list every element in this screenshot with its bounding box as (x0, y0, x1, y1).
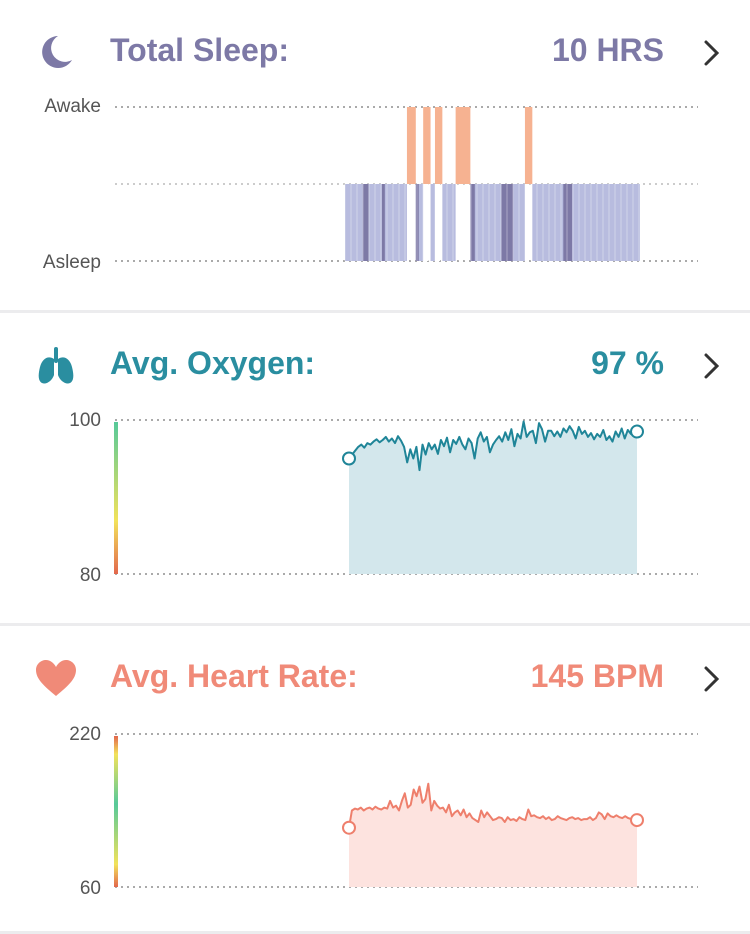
oxygen-value: 97 % (591, 345, 664, 381)
asleep-label: Asleep (43, 252, 101, 273)
heart-value: 145 BPM (530, 658, 664, 694)
oxygen-ymin: 80 (80, 565, 101, 586)
sleep-card[interactable]: Total Sleep: 10 HRS Awake Asleep (0, 0, 750, 310)
heart-rate-line (348, 782, 637, 828)
sleep-gap (437, 184, 440, 261)
heart-scale (114, 736, 118, 887)
light-sleep-bar (345, 184, 407, 261)
heart-rate-end-point (630, 813, 644, 828)
light-sleep-bar (415, 184, 424, 261)
heart-rate-area (349, 783, 637, 887)
chevron-right-icon[interactable] (700, 38, 724, 68)
awake-bar (524, 107, 533, 184)
deep-sleep-bar (362, 184, 369, 261)
sleep-gap (424, 184, 429, 261)
oxygen-title: Avg. Oxygen: (110, 345, 316, 381)
heart-header[interactable]: Avg. Heart Rate: 145 BPM (0, 626, 750, 726)
oxygen-plot (342, 420, 644, 574)
light-sleep-bar (470, 184, 525, 261)
awake-bar (406, 107, 416, 184)
sleep-chart: Awake Asleep (43, 96, 698, 273)
heart-title: Avg. Heart Rate: (110, 658, 358, 694)
light-sleep-bar (442, 184, 456, 261)
oxygen-line (348, 420, 638, 472)
deep-sleep-bar (470, 184, 475, 261)
sleep-header[interactable]: Total Sleep: 10 HRS (0, 0, 750, 100)
heart-icon (36, 660, 76, 696)
chevron-right-icon[interactable] (700, 664, 724, 694)
divider (0, 310, 750, 313)
heart-plot (342, 782, 644, 887)
awake-bar (455, 107, 471, 184)
oxygen-header[interactable]: Avg. Oxygen: 97 % (0, 313, 750, 413)
deep-sleep-bar (415, 184, 419, 261)
sleep-bars (344, 107, 640, 261)
oxygen-start-point (342, 451, 356, 466)
oxygen-chart: 100 80 (69, 410, 698, 586)
moon-icon (42, 36, 72, 68)
oxygen-end-point (630, 424, 644, 439)
light-sleep-bar (532, 184, 640, 261)
awake-bar (434, 107, 443, 184)
awake-bar (423, 107, 431, 184)
heart-card[interactable]: Avg. Heart Rate: 145 BPM 220 60 (0, 626, 750, 934)
lungs-icon (38, 347, 74, 384)
awake-label: Awake (44, 96, 101, 117)
sleep-value: 10 HRS (551, 32, 664, 68)
heart-ymax: 220 (69, 724, 101, 745)
sleep-title: Total Sleep: (110, 32, 289, 68)
divider (0, 931, 750, 934)
deep-sleep-bar (381, 184, 385, 261)
divider (0, 623, 750, 626)
heart-chart: 220 60 (69, 724, 698, 899)
oxygen-scale (114, 422, 118, 574)
oxygen-ymax: 100 (69, 410, 101, 431)
deep-sleep-bar (563, 184, 573, 261)
chevron-right-icon[interactable] (700, 351, 724, 381)
heart-ymin: 60 (80, 878, 101, 899)
deep-sleep-bar (501, 184, 514, 261)
oxygen-card[interactable]: Avg. Oxygen: 97 % 100 80 (0, 313, 750, 623)
light-sleep-bar (430, 184, 435, 261)
heart-rate-start-point (342, 820, 356, 835)
